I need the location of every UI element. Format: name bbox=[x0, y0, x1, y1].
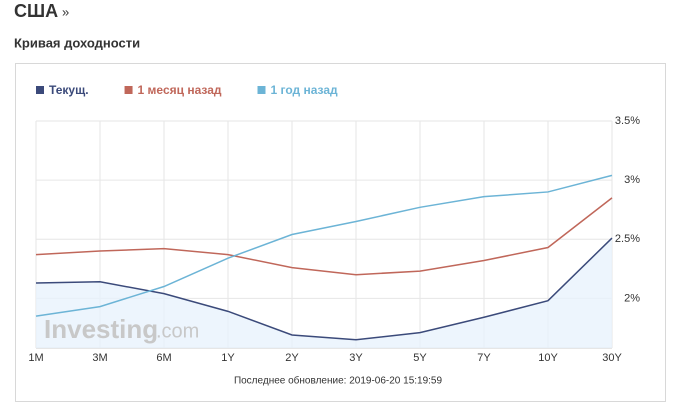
x-tick-label: 1M bbox=[28, 352, 43, 364]
x-tick-label: 5Y bbox=[413, 352, 427, 364]
page-title: США bbox=[14, 1, 58, 21]
legend-swatch bbox=[257, 86, 266, 94]
chart-frame bbox=[15, 63, 666, 402]
line bbox=[35, 174, 613, 317]
update-note: Последнее обновление: 2019-06-20 15:19:5… bbox=[234, 375, 443, 387]
legend-label[interactable]: 1 год назад bbox=[271, 83, 339, 97]
legend-label[interactable]: Текущ. bbox=[49, 83, 89, 97]
x-tick-label: 3M bbox=[92, 352, 107, 364]
x-tick-label: 1Y bbox=[221, 352, 235, 364]
title-arrow[interactable]: » bbox=[62, 4, 69, 19]
subtitle: Кривая доходности bbox=[14, 35, 140, 50]
line bbox=[35, 197, 613, 276]
area bbox=[36, 238, 612, 348]
watermark-brand: Investing bbox=[44, 314, 158, 344]
y-tick-label: 3.5% bbox=[615, 115, 640, 127]
y-tick-label: 3% bbox=[624, 174, 640, 186]
line bbox=[35, 237, 613, 341]
x-tick-label: 30Y bbox=[602, 352, 622, 364]
legend-swatch bbox=[124, 86, 133, 94]
legend-swatch bbox=[36, 86, 44, 94]
y-tick-label: 2.5% bbox=[615, 233, 640, 245]
x-tick-label: 10Y bbox=[538, 352, 558, 364]
x-tick-label: 6M bbox=[156, 352, 171, 364]
x-tick-label: 3Y bbox=[349, 352, 363, 364]
x-tick-label: 7Y bbox=[477, 352, 491, 364]
x-tick-label: 2Y bbox=[285, 352, 299, 364]
y-tick-label: 2% bbox=[624, 292, 640, 304]
legend-label[interactable]: 1 месяц назад bbox=[138, 83, 222, 97]
watermark-suffix: .com bbox=[156, 320, 199, 342]
